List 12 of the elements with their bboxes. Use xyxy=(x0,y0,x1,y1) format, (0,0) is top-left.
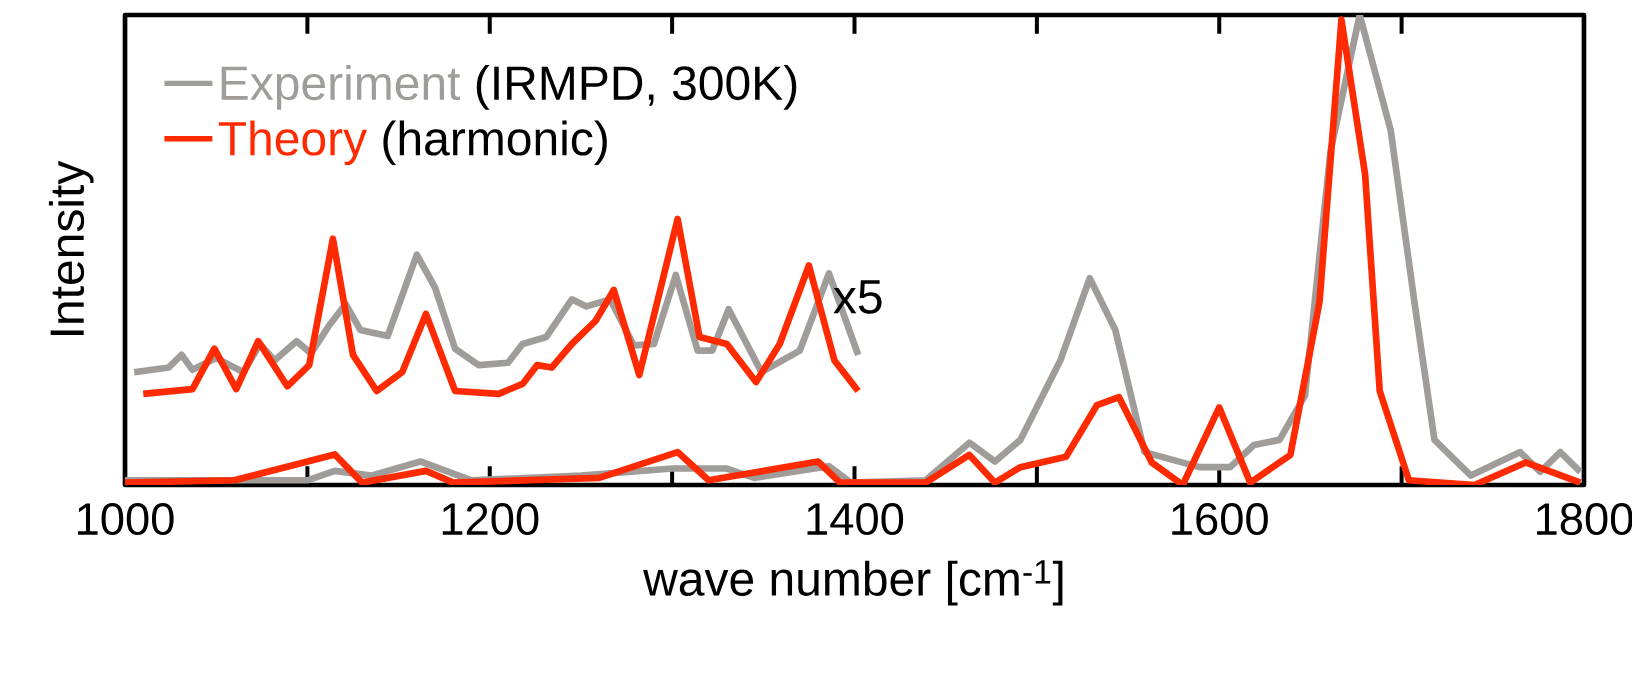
x-tick-label: 1800 xyxy=(1537,503,1632,536)
legend-label: Experiment xyxy=(221,64,461,110)
y-axis-title: Intensity xyxy=(48,160,94,335)
legend-label: Theory xyxy=(218,120,368,166)
x-tick-label: 1000 xyxy=(78,503,174,536)
x-tick-label: 1600 xyxy=(1172,503,1268,536)
x-tick-label: 1200 xyxy=(442,503,539,536)
x-axis-title: wave number [cm$^{-1}$] xyxy=(643,560,1063,606)
annotation: (IRMPD, 300K) xyxy=(476,64,797,110)
x-tick-label: 1400 xyxy=(807,503,904,536)
annotation: x5 xyxy=(833,280,882,314)
annotation: (harmonic) xyxy=(383,120,607,166)
